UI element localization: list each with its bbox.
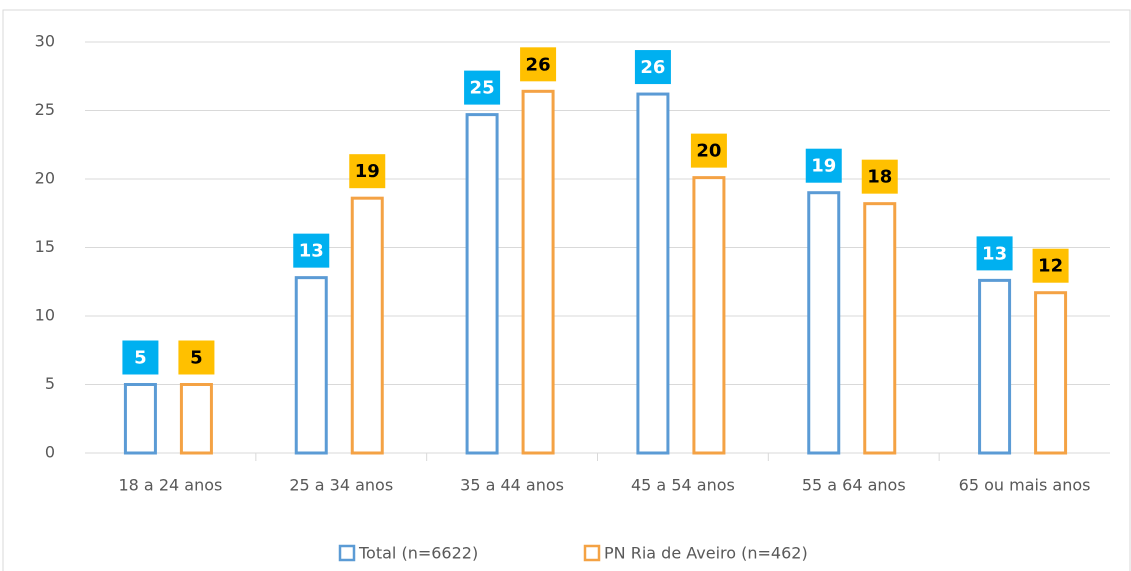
value-label: 19 — [811, 156, 836, 177]
legend-label: PN Ria de Aveiro (n=462) — [604, 544, 808, 563]
bar — [123, 383, 157, 455]
x-tick-label: 35 a 44 anos — [460, 476, 564, 495]
value-label: 13 — [982, 243, 1007, 264]
chart-frame — [2, 9, 1131, 571]
y-tick-label: 10 — [35, 306, 55, 325]
value-label-box — [1032, 248, 1069, 283]
bar — [465, 113, 499, 455]
value-label-box — [122, 340, 159, 375]
value-label-box — [634, 50, 671, 85]
value-label-box — [349, 154, 386, 189]
value-label-box — [976, 236, 1013, 271]
bar — [807, 191, 841, 455]
value-label: 20 — [696, 141, 721, 162]
legend-swatch — [338, 544, 356, 562]
bar — [294, 276, 328, 455]
bar — [692, 176, 726, 455]
x-tick-label: 55 a 64 anos — [802, 476, 906, 495]
bar — [350, 196, 384, 455]
bar — [521, 89, 555, 455]
x-tick-label: 18 a 24 anos — [118, 476, 222, 495]
value-label-box — [861, 159, 898, 194]
bar — [179, 383, 213, 455]
x-tick-label: 45 a 54 anos — [631, 476, 735, 495]
value-label: 5 — [134, 348, 147, 369]
legend-swatch — [583, 544, 601, 562]
y-tick-label: 30 — [35, 32, 55, 51]
y-tick-label: 20 — [35, 169, 55, 188]
value-label: 26 — [526, 54, 551, 75]
value-label-box — [805, 148, 842, 183]
value-label-box — [520, 47, 557, 82]
value-label: 25 — [470, 78, 495, 99]
x-tick-label: 25 a 34 anos — [289, 476, 393, 495]
value-label-box — [178, 340, 215, 375]
value-label: 19 — [355, 161, 380, 182]
bar — [1034, 291, 1068, 455]
y-tick-label: 5 — [45, 374, 55, 393]
y-tick-label: 25 — [35, 100, 55, 119]
value-label-box — [690, 133, 727, 168]
bar — [863, 202, 897, 455]
x-tick-label: 65 ou mais anos — [959, 476, 1091, 495]
y-tick-label: 0 — [45, 443, 55, 462]
legend-label: Total (n=6622) — [358, 544, 478, 563]
value-label: 12 — [1038, 256, 1063, 277]
bar — [978, 278, 1012, 455]
value-label-box — [464, 70, 501, 105]
value-label: 13 — [299, 241, 324, 262]
value-label-box — [293, 233, 330, 268]
bar — [636, 92, 670, 455]
value-label: 18 — [867, 167, 892, 188]
value-label: 26 — [640, 57, 665, 78]
y-tick-label: 15 — [35, 237, 55, 256]
value-label: 5 — [190, 348, 203, 369]
